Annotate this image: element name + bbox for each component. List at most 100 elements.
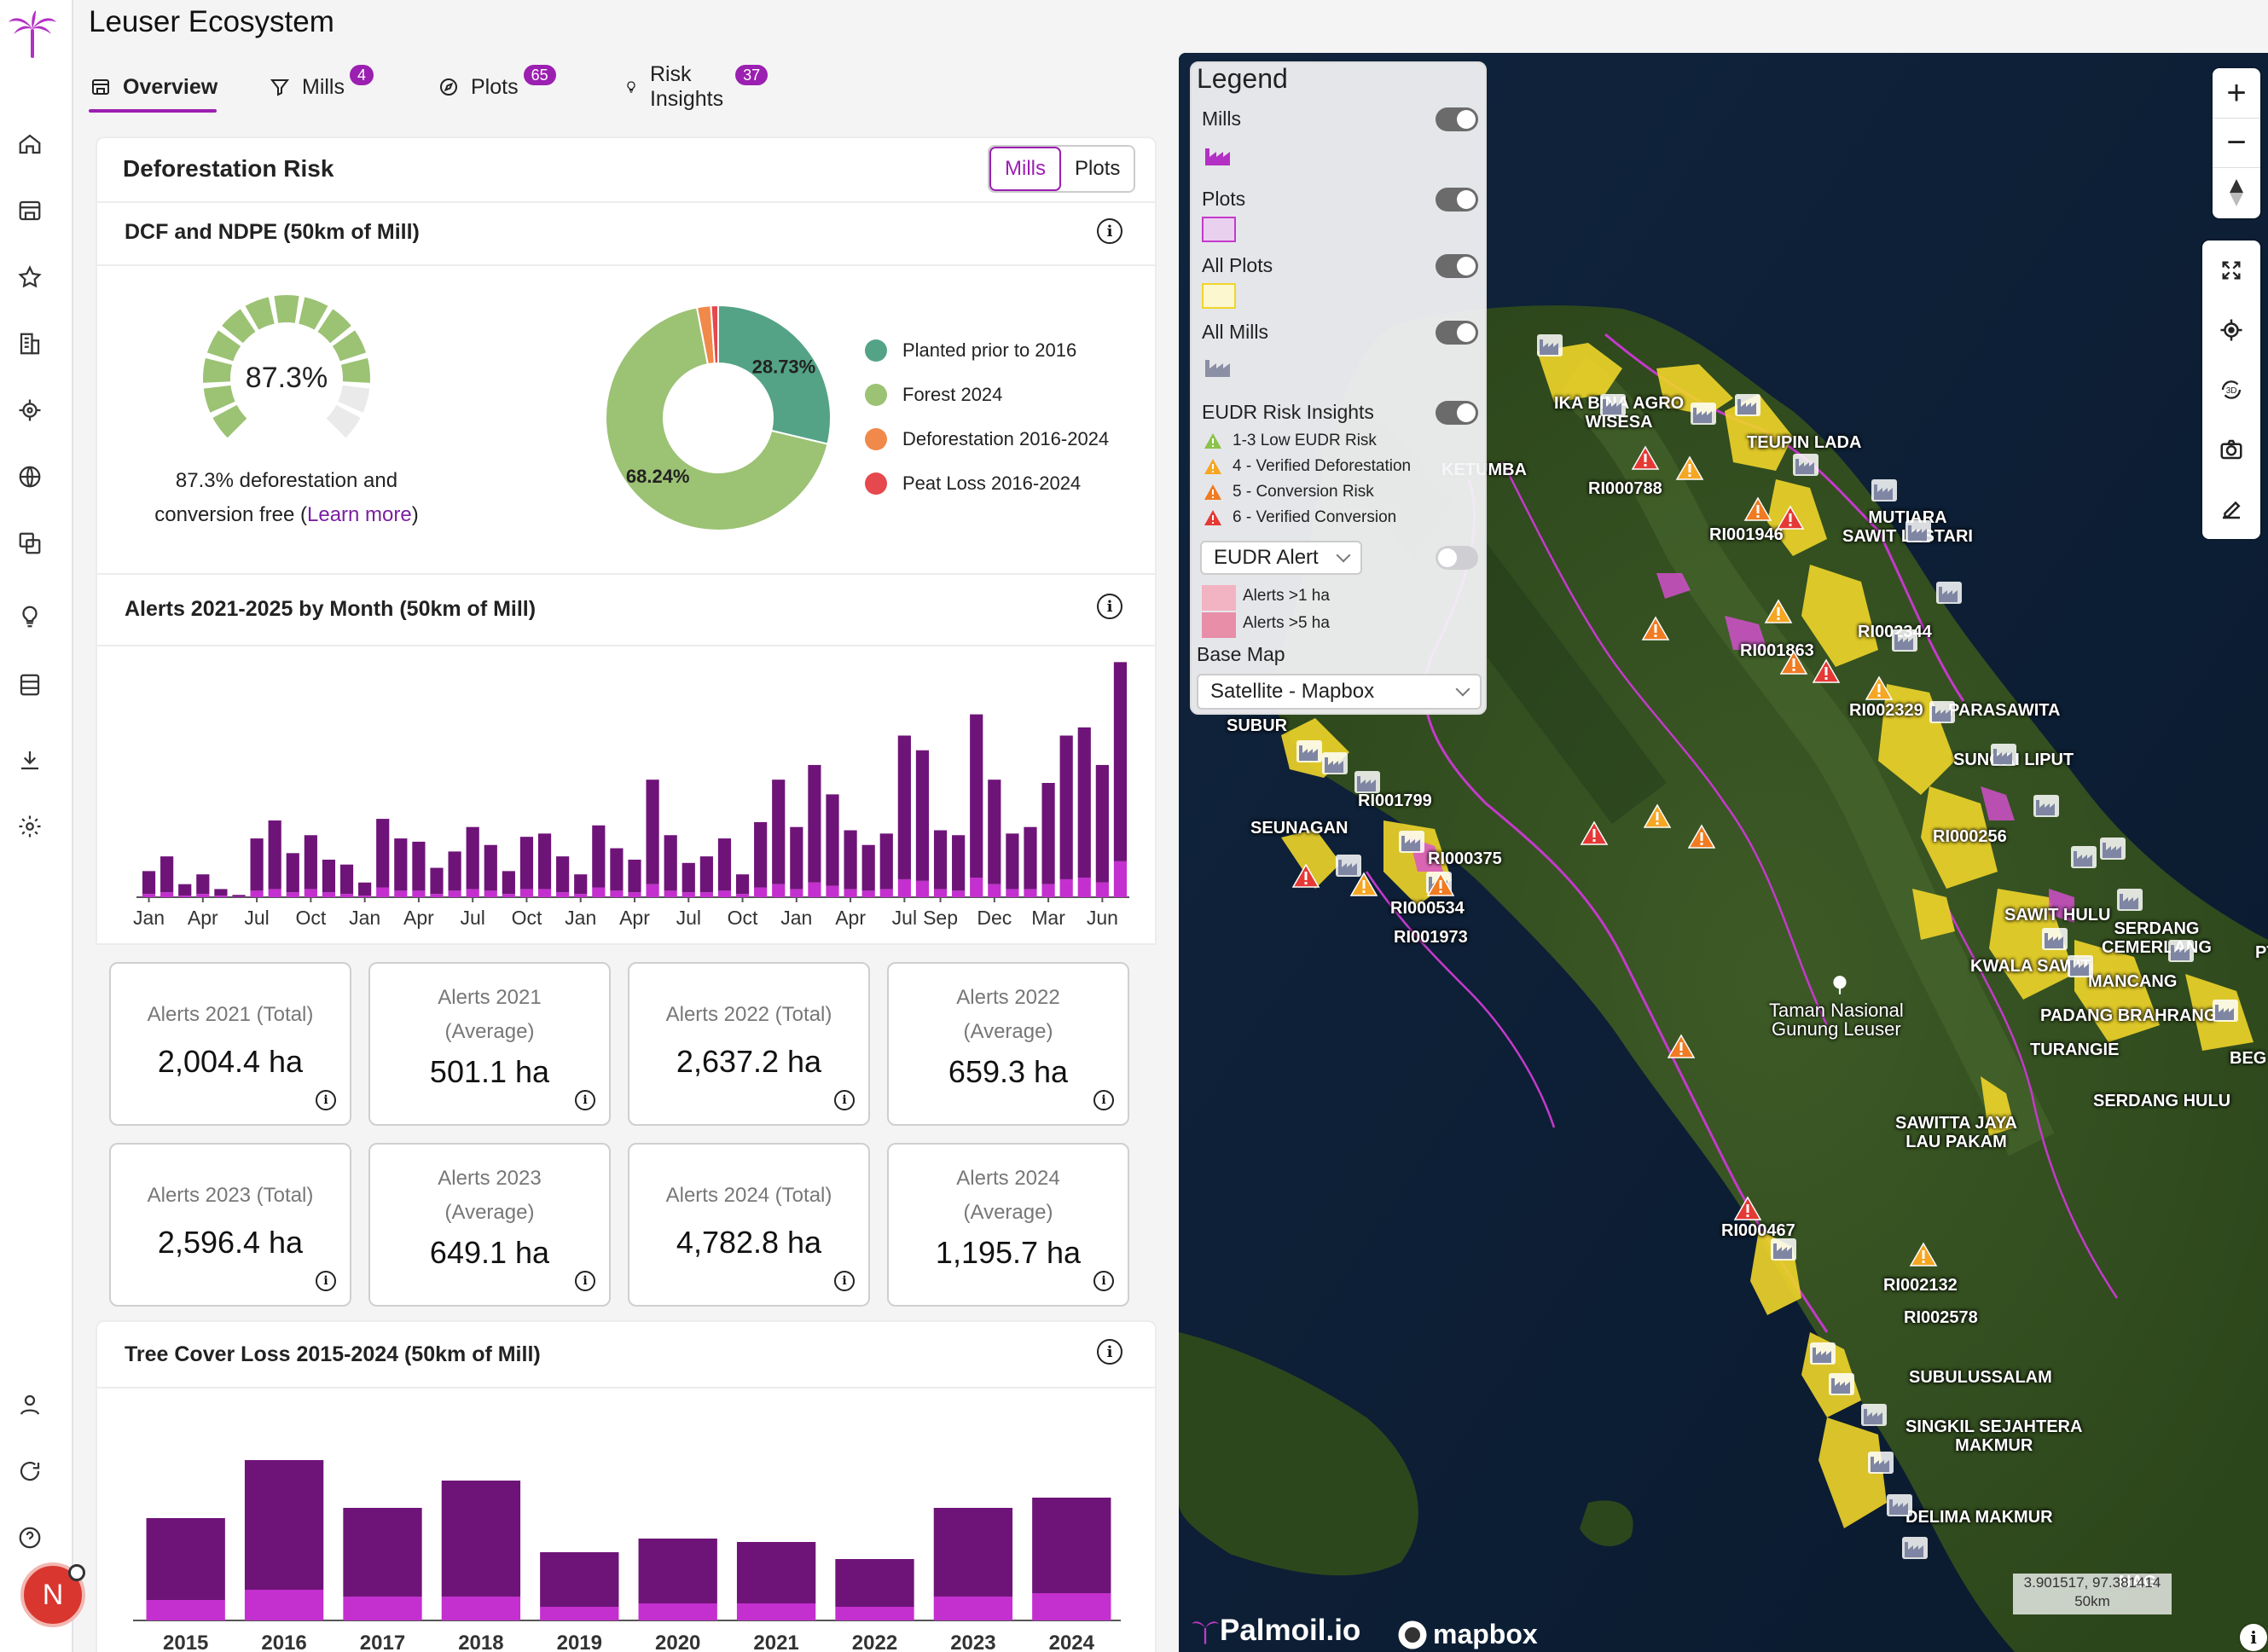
toggle-plots[interactable]: Plots [1061,147,1134,191]
mill-marker-icon[interactable] [1296,740,1322,762]
mill-marker-icon[interactable] [1887,1494,1912,1516]
store-icon[interactable] [15,196,44,225]
buildings-icon[interactable] [15,329,44,358]
risk-warning-marker-icon[interactable] [1643,803,1672,829]
map-place-label[interactable]: RI001799 [1358,791,1432,810]
home-icon[interactable] [15,130,44,159]
mill-marker-icon[interactable] [2068,955,2093,977]
info-icon[interactable]: i [316,1271,336,1291]
risk-warning-marker-icon[interactable] [1764,599,1793,624]
globe-icon[interactable] [15,462,44,491]
layers-icon[interactable] [15,529,44,558]
mill-marker-icon[interactable] [1829,1373,1854,1395]
mill-marker-icon[interactable] [1600,394,1626,416]
risk-warning-marker-icon[interactable] [1776,505,1805,530]
star-icon[interactable] [15,263,44,292]
info-icon[interactable]: i [834,1271,855,1291]
info-icon[interactable]: i [316,1090,336,1110]
map-place-label[interactable]: PADANG BRAHRANG [2040,1006,2218,1025]
risk-warning-marker-icon[interactable] [1667,1034,1696,1059]
mill-marker-icon[interactable] [2213,1000,2238,1022]
mill-marker-icon[interactable] [1905,520,1931,542]
info-icon[interactable]: i [1093,1271,1114,1291]
tab-risk-insights[interactable]: Risk Insights 37 [624,61,769,113]
risk-warning-marker-icon[interactable] [1779,650,1808,675]
mill-marker-icon[interactable] [1871,479,1897,501]
mill-marker-icon[interactable] [2100,838,2126,860]
map-place-label[interactable]: RI000256 [1933,827,2007,846]
mill-marker-icon[interactable] [1771,1238,1796,1261]
tab-plots[interactable]: Plots 65 [438,61,556,113]
all-plots-layer-toggle[interactable] [1436,254,1478,278]
risk-warning-marker-icon[interactable] [1743,496,1772,522]
draw-button[interactable] [2202,479,2260,539]
map-place-label[interactable]: SAWIT HULU [2004,906,2111,925]
settings-icon[interactable] [15,812,44,841]
map-place-label[interactable]: RI002132 [1883,1276,1958,1295]
mapbox-attribution[interactable]: mapbox [1397,1619,1538,1650]
help-icon[interactable] [15,1523,44,1552]
map-place-label[interactable]: RI000375 [1428,849,1502,868]
mill-marker-icon[interactable] [1537,334,1563,356]
eudr-alert-toggle[interactable] [1436,546,1478,570]
mill-marker-icon[interactable] [2168,940,2194,962]
mill-marker-icon[interactable] [1336,855,1361,877]
mill-marker-icon[interactable] [1322,752,1348,774]
map-place-label[interactable]: SAWITTA JAYA LAU PAKAM [1895,1114,2017,1151]
mill-marker-icon[interactable] [1929,701,1955,723]
risk-warning-marker-icon[interactable] [1865,675,1894,701]
mill-marker-icon[interactable] [1892,629,1917,652]
info-icon[interactable]: i [575,1090,595,1110]
zoom-out-button[interactable]: − [2226,123,2247,161]
avatar[interactable]: N [20,1562,85,1627]
locate-button[interactable] [2202,300,2260,360]
map-place-label[interactable]: RI000534 [1390,899,1465,918]
map-place-label[interactable]: MANCANG [2088,972,2178,991]
download-icon[interactable] [15,745,44,774]
risk-warning-marker-icon[interactable] [1349,872,1378,897]
tab-mills[interactable]: Mills 4 [270,61,374,113]
map-place-label[interactable]: PT [2255,943,2268,962]
base-map-select[interactable]: Satellite - Mapbox [1197,674,1482,710]
mill-marker-icon[interactable] [1735,394,1760,416]
map-place-label[interactable]: TURANGIE [2030,1040,2120,1059]
map-place-label[interactable]: SUBULUSSALAM [1909,1368,2052,1387]
3d-view-button[interactable]: 3D [2202,360,2260,420]
map-place-label[interactable]: SEUNAGAN [1250,819,1349,838]
map-place-label[interactable]: TEUPIN LADA [1747,433,1862,452]
risk-warning-marker-icon[interactable] [1580,820,1609,846]
logout-icon[interactable] [15,1457,44,1486]
info-icon[interactable]: i [1097,1339,1122,1365]
info-icon[interactable]: i [1097,594,1122,619]
risk-warning-marker-icon[interactable] [1291,863,1320,889]
map-place-label[interactable]: Taman Nasional Gunung Leuser [1769,1000,1904,1040]
map-place-label[interactable]: RI002578 [1904,1308,1978,1327]
map-place-label[interactable]: RI001973 [1394,928,1468,947]
map-place-label[interactable]: SERDANG CEMERLANG [2102,919,2212,957]
mill-marker-icon[interactable] [2033,795,2059,817]
plots-layer-toggle[interactable] [1436,188,1478,212]
risk-warning-marker-icon[interactable] [1631,445,1660,471]
mill-marker-icon[interactable] [2071,846,2097,868]
mill-marker-icon[interactable] [1691,403,1716,425]
map-place-label[interactable]: KWALA SAWIT [1970,957,2091,976]
risk-warning-marker-icon[interactable] [1812,658,1841,684]
eudr-layer-toggle[interactable] [1436,401,1478,425]
eudr-alert-select[interactable]: EUDR Alert [1200,541,1362,575]
mill-marker-icon[interactable] [1902,1537,1928,1559]
risk-warning-marker-icon[interactable] [1909,1242,1938,1267]
mill-marker-icon[interactable] [1354,771,1380,793]
screenshot-button[interactable] [2202,420,2260,479]
mill-marker-icon[interactable] [1936,582,1962,604]
mill-marker-icon[interactable] [2117,889,2143,911]
risk-warning-marker-icon[interactable] [1687,824,1716,849]
info-icon[interactable]: i [1097,218,1122,244]
map-place-label[interactable]: RI000788 [1588,479,1662,498]
fullscreen-button[interactable] [2202,241,2260,300]
risk-warning-marker-icon[interactable] [1641,616,1670,641]
map-place-label[interactable]: PARASAWITA [1948,701,2061,720]
mill-marker-icon[interactable] [1861,1404,1887,1426]
mill-marker-icon[interactable] [1991,744,2016,766]
info-icon[interactable]: i [1093,1090,1114,1110]
mills-layer-toggle[interactable] [1436,107,1478,131]
